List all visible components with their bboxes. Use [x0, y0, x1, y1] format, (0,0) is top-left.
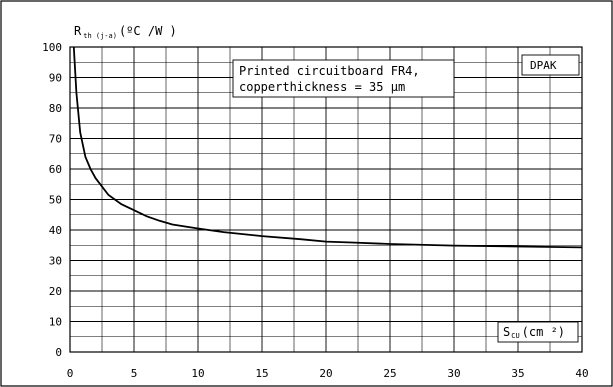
x-tick-label: 40	[575, 367, 588, 380]
x-tick-label: 20	[319, 367, 332, 380]
x-tick-label: 10	[191, 367, 204, 380]
y-axis-label-sub: th (j-a)	[83, 32, 117, 40]
package-label: DPAK	[530, 59, 557, 72]
plot-frame	[69, 46, 583, 353]
x-axis-label-sub: CU	[511, 332, 519, 340]
annotation-box	[232, 59, 455, 98]
y-tick-label: 30	[49, 255, 62, 268]
y-tick-label: 60	[49, 163, 62, 176]
y-tick-label: 90	[49, 72, 62, 85]
x-tick-label: 35	[511, 367, 524, 380]
y-axis-label-main: R	[74, 24, 82, 38]
x-tick-label: 15	[255, 367, 268, 380]
package-label-box	[521, 54, 580, 76]
x-axis-label-main: S	[503, 325, 510, 339]
x-tick-label: 25	[383, 367, 396, 380]
x-axis-label-box	[497, 321, 579, 343]
annotation-line-1: Printed circuitboard FR4,	[239, 64, 420, 78]
annotation-line-2: copperthickness = 35 µm	[239, 80, 405, 94]
x-tick-label: 5	[131, 367, 138, 380]
x-tick-label: 30	[447, 367, 460, 380]
series-line	[72, 46, 583, 249]
y-tick-label: 40	[49, 224, 62, 237]
x-axis-label-unit: (cm ²)	[522, 325, 565, 339]
y-axis-label-unit: (ºC /W )	[119, 24, 177, 38]
y-tick-label: 80	[49, 102, 62, 115]
y-tick-label: 100	[42, 41, 62, 54]
y-tick-label: 10	[49, 316, 62, 329]
x-axis-label: SCU (cm ²)	[503, 325, 565, 340]
y-tick-label: 70	[49, 133, 62, 146]
y-tick-label: 0	[55, 346, 62, 359]
y-tick-label: 20	[49, 285, 62, 298]
y-tick-label: 50	[49, 194, 62, 207]
x-tick-label: 0	[67, 367, 74, 380]
y-tick-labels: 0 10 20 30 40 50 60 70 80 90 100	[42, 41, 62, 359]
x-tick-labels: 0 5 10 15 20 25 30 35 40	[67, 367, 589, 380]
